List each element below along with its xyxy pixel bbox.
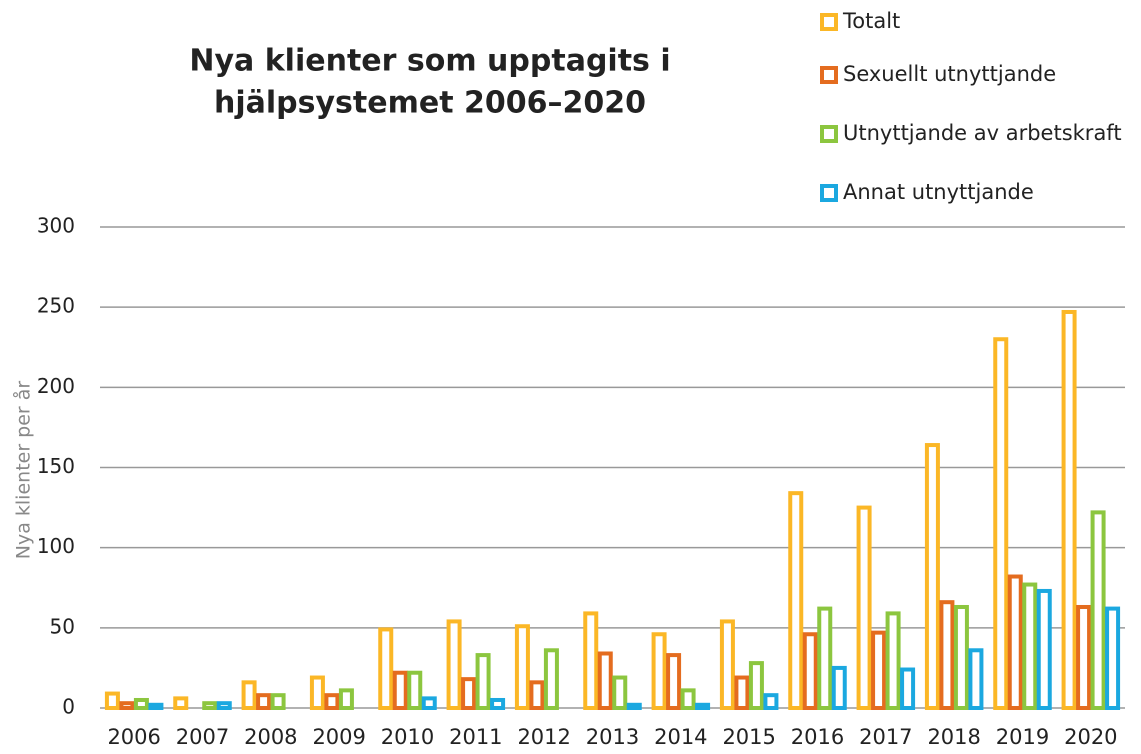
bar bbox=[241, 680, 257, 711]
bar bbox=[612, 675, 628, 711]
y-axis-label: Nya klienter per år bbox=[12, 381, 35, 560]
y-tick-label: 200 bbox=[37, 374, 75, 398]
bar bbox=[1036, 588, 1052, 710]
bar bbox=[802, 632, 818, 710]
bar bbox=[529, 680, 545, 711]
bar bbox=[680, 688, 696, 711]
bar bbox=[133, 697, 149, 711]
bar bbox=[407, 670, 423, 711]
bar bbox=[788, 491, 804, 710]
bar bbox=[270, 693, 286, 711]
bar bbox=[666, 653, 682, 711]
x-tick-label: 2011 bbox=[449, 725, 502, 749]
bar bbox=[597, 651, 613, 711]
x-tick-label: 2017 bbox=[859, 725, 912, 749]
legend-label: Totalt bbox=[842, 9, 900, 33]
bar bbox=[1090, 510, 1106, 710]
x-tick-label: 2015 bbox=[722, 725, 775, 749]
legend-marker bbox=[820, 125, 838, 143]
y-tick-label: 150 bbox=[37, 454, 75, 478]
bar bbox=[831, 665, 847, 711]
bar bbox=[309, 675, 325, 711]
bar bbox=[543, 648, 559, 711]
bar bbox=[953, 604, 969, 710]
legend-marker bbox=[820, 66, 838, 84]
bar bbox=[817, 606, 833, 710]
chart-title: Nya klienter som upptagits i bbox=[189, 44, 670, 79]
bar bbox=[1076, 604, 1092, 710]
bar bbox=[1105, 606, 1121, 710]
bar bbox=[748, 661, 764, 711]
chart-title: hjälpsystemet 2006–2020 bbox=[214, 86, 646, 121]
x-tick-label: 2006 bbox=[107, 725, 160, 749]
bar bbox=[514, 624, 530, 710]
y-tick-label: 100 bbox=[37, 534, 75, 558]
y-tick-label: 300 bbox=[37, 214, 75, 238]
x-tick-label: 2008 bbox=[244, 725, 297, 749]
bar bbox=[1061, 309, 1077, 710]
bar bbox=[583, 611, 599, 710]
legend-marker bbox=[820, 184, 838, 202]
x-tick-label: 2010 bbox=[381, 725, 434, 749]
x-tick-label: 2014 bbox=[654, 725, 707, 749]
bar bbox=[119, 701, 135, 711]
bar bbox=[763, 693, 779, 711]
bar bbox=[104, 691, 120, 711]
bar bbox=[461, 677, 477, 711]
x-tick-label: 2016 bbox=[791, 725, 844, 749]
y-tick-label: 50 bbox=[50, 614, 75, 638]
bar bbox=[475, 653, 491, 711]
bar bbox=[900, 667, 916, 711]
bar bbox=[446, 619, 462, 710]
bar bbox=[719, 619, 735, 710]
x-tick-label: 2007 bbox=[176, 725, 229, 749]
bar bbox=[148, 702, 164, 711]
bar bbox=[968, 648, 984, 711]
bar bbox=[856, 505, 872, 711]
bar bbox=[338, 688, 354, 711]
bar bbox=[1022, 582, 1038, 710]
legend-label: Sexuellt utnyttjande bbox=[843, 62, 1056, 86]
bar bbox=[993, 337, 1009, 710]
legend-label: Annat utnyttjande bbox=[843, 180, 1034, 204]
bar bbox=[392, 670, 408, 711]
bar bbox=[378, 627, 394, 710]
bar bbox=[256, 693, 272, 711]
x-tick-label: 2013 bbox=[586, 725, 639, 749]
bar bbox=[626, 702, 642, 711]
bar bbox=[202, 701, 218, 711]
bar bbox=[324, 693, 340, 711]
bar bbox=[421, 696, 437, 711]
bar bbox=[695, 702, 711, 711]
x-tick-label: 2009 bbox=[312, 725, 365, 749]
y-tick-label: 0 bbox=[62, 695, 75, 719]
bar bbox=[924, 443, 940, 710]
x-tick-label: 2019 bbox=[996, 725, 1049, 749]
legend-marker bbox=[820, 13, 838, 31]
bar bbox=[216, 701, 232, 711]
x-tick-label: 2018 bbox=[927, 725, 980, 749]
bar bbox=[939, 600, 955, 710]
legend-label: Utnyttjande av arbetskraft bbox=[843, 121, 1122, 145]
x-tick-label: 2020 bbox=[1064, 725, 1117, 749]
y-tick-label: 250 bbox=[37, 294, 75, 318]
bar bbox=[734, 675, 750, 711]
bar bbox=[885, 611, 901, 710]
bar bbox=[173, 696, 189, 711]
bar bbox=[871, 630, 887, 710]
bar bbox=[490, 697, 506, 711]
bar bbox=[651, 632, 667, 710]
x-tick-label: 2012 bbox=[517, 725, 570, 749]
bar bbox=[1007, 574, 1023, 710]
